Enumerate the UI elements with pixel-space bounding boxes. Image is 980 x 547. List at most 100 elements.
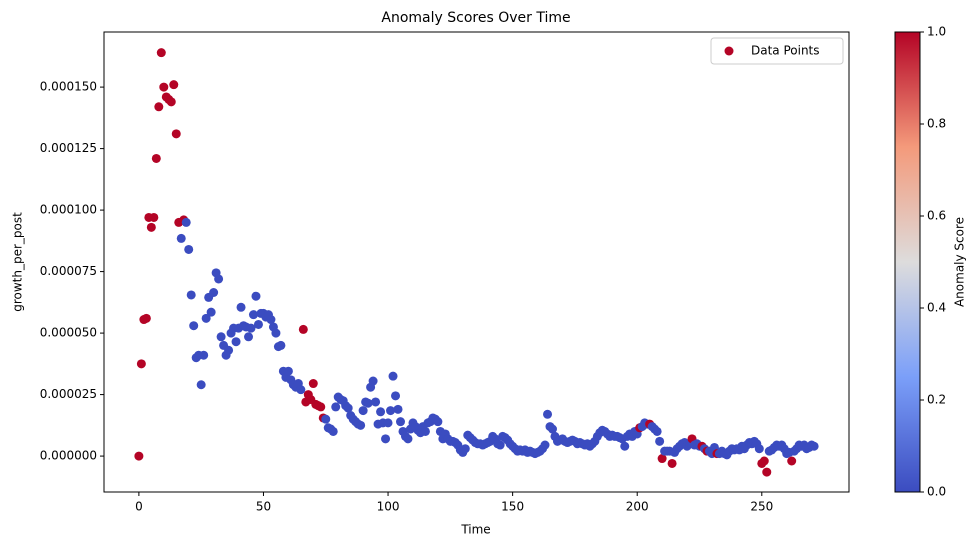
colorbar-tick-label: 0.4 <box>927 301 946 315</box>
data-point <box>655 436 665 446</box>
data-point <box>363 398 373 408</box>
data-point <box>754 444 764 454</box>
data-point <box>271 328 281 338</box>
data-point <box>199 350 209 360</box>
data-point <box>189 321 199 331</box>
data-point <box>386 406 396 416</box>
data-point <box>214 274 224 284</box>
data-point <box>358 406 368 416</box>
data-point <box>216 332 226 342</box>
data-point <box>151 153 161 163</box>
data-point <box>296 385 306 395</box>
colorbar-tick-label: 1.0 <box>927 25 946 39</box>
y-tick-label: 0.000025 <box>40 387 97 401</box>
data-point <box>657 454 667 464</box>
x-tick-label: 100 <box>377 500 400 514</box>
data-point <box>181 217 191 227</box>
data-point <box>547 424 557 434</box>
data-point <box>543 409 553 419</box>
data-point <box>331 402 341 412</box>
x-tick-label: 50 <box>256 500 271 514</box>
y-tick-label: 0.000150 <box>40 80 97 94</box>
data-point <box>166 97 176 107</box>
data-point <box>201 313 211 323</box>
data-point <box>253 319 263 329</box>
data-point <box>154 102 164 112</box>
data-point <box>146 222 156 232</box>
data-point <box>206 307 216 317</box>
y-tick-label: 0.000075 <box>40 264 97 278</box>
y-tick-label: 0.000125 <box>40 141 97 155</box>
data-point <box>266 315 276 325</box>
data-point <box>244 332 254 342</box>
data-point <box>251 291 261 301</box>
legend-label: Data Points <box>751 44 820 58</box>
data-point <box>159 82 169 92</box>
data-point <box>540 440 550 450</box>
data-point <box>343 403 353 413</box>
data-point <box>169 80 179 90</box>
data-point <box>209 288 219 298</box>
data-point <box>391 391 401 401</box>
data-point <box>809 441 819 451</box>
data-point <box>184 244 194 254</box>
data-point <box>759 456 769 466</box>
colorbar-tick-label: 0.2 <box>927 393 946 407</box>
data-point <box>149 212 159 222</box>
data-point <box>393 404 403 414</box>
data-point <box>248 310 258 320</box>
colorbar-tick-label: 0.6 <box>927 209 946 223</box>
data-point <box>224 345 234 355</box>
data-point <box>381 434 391 444</box>
x-axis-label: Time <box>460 523 490 537</box>
y-axis-label: growth_per_post <box>11 212 25 312</box>
data-point <box>356 420 366 430</box>
data-point <box>283 366 293 376</box>
x-tick-label: 200 <box>626 500 649 514</box>
data-point <box>495 440 505 450</box>
colorbar-tick-label: 0.8 <box>927 117 946 131</box>
data-point <box>652 426 662 436</box>
data-point <box>236 302 246 312</box>
y-tick-label: 0.000000 <box>40 449 97 463</box>
data-point <box>186 290 196 300</box>
data-point <box>383 418 393 428</box>
colorbar-label: Anomaly Score <box>953 217 967 307</box>
data-point <box>328 426 338 436</box>
chart-title: Anomaly Scores Over Time <box>381 10 570 26</box>
data-point <box>196 380 206 390</box>
data-point <box>246 323 256 333</box>
data-point <box>433 417 443 427</box>
data-point <box>308 379 318 389</box>
data-point <box>460 444 470 454</box>
data-point <box>134 451 144 461</box>
legend-marker <box>724 46 734 56</box>
data-point <box>388 371 398 381</box>
data-point <box>136 359 146 369</box>
x-tick-label: 150 <box>501 500 524 514</box>
data-point <box>156 48 166 58</box>
data-point <box>376 407 386 417</box>
legend-box <box>710 37 844 65</box>
data-point <box>403 434 413 444</box>
data-point <box>276 340 286 350</box>
data-point <box>176 233 186 243</box>
colorbar-tick-label: 0.0 <box>927 485 946 499</box>
plot-frame <box>103 31 850 493</box>
data-point <box>298 324 308 334</box>
colorbar <box>894 31 921 493</box>
data-point <box>762 467 772 477</box>
data-point <box>368 376 378 386</box>
y-tick-label: 0.000100 <box>40 203 97 217</box>
data-point <box>141 313 151 323</box>
x-tick-label: 250 <box>750 500 773 514</box>
data-point <box>231 337 241 347</box>
y-tick-label: 0.000050 <box>40 326 97 340</box>
x-tick-label: 0 <box>135 500 143 514</box>
data-point <box>321 414 331 424</box>
data-point <box>396 417 406 427</box>
data-point <box>371 397 381 407</box>
data-point <box>667 458 677 468</box>
data-point <box>171 129 181 139</box>
